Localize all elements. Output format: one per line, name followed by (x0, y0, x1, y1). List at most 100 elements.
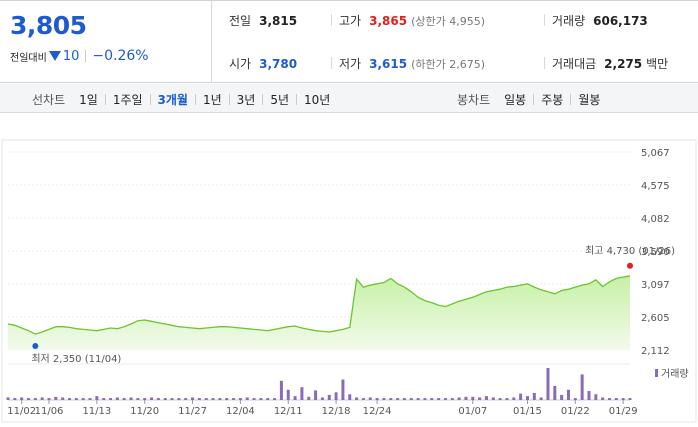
chart-frame (1, 139, 697, 423)
volume-bar (300, 387, 304, 400)
tab-daily[interactable]: 일봉 (504, 93, 527, 107)
tab-5y[interactable]: 5년 (270, 93, 290, 107)
volume-bar (122, 398, 126, 400)
volume-bar (389, 398, 393, 400)
divider (331, 14, 332, 26)
stat-open: 시가 3,780 (229, 55, 297, 72)
volume-bar (225, 398, 229, 400)
volume-bar (491, 397, 495, 400)
volume-bar (320, 397, 324, 400)
volume-bar (150, 397, 154, 400)
volume-bar (68, 398, 72, 400)
x-tick-label: 11/13 (82, 406, 111, 417)
y-tick-label: 2,605 (641, 313, 670, 324)
divider (262, 94, 264, 105)
volume-bar (601, 397, 605, 400)
volume-bar (211, 398, 215, 400)
volume-bar (519, 393, 523, 400)
price-panel: 3,805 전일대비 10 −0.26% (0, 1, 212, 83)
volume-bar (539, 397, 543, 400)
tab-monthly[interactable]: 월봉 (578, 93, 601, 107)
volume-bar (197, 398, 201, 400)
stat-value: 3,615 (369, 57, 408, 71)
stat-label: 거래량 (552, 14, 586, 28)
tab-3y[interactable]: 3년 (236, 93, 256, 107)
volume-bar (314, 390, 318, 400)
volume-bar (204, 398, 208, 400)
tab-1d[interactable]: 1일 (79, 93, 98, 107)
volume-bar (81, 398, 85, 400)
volume-bar (33, 398, 37, 400)
volume-bar (566, 389, 570, 400)
tab-weekly[interactable]: 주봉 (541, 93, 564, 107)
divider (149, 94, 151, 105)
divider (296, 94, 298, 105)
volume-bar (136, 398, 140, 400)
tab-3m[interactable]: 3개월 (157, 93, 188, 107)
volume-bar (450, 398, 454, 400)
volume-bar (416, 398, 420, 400)
volume-bar (505, 398, 509, 400)
stat-high: 고가 3,865 (상한가 4,955) (339, 12, 485, 29)
volume-bar (115, 397, 119, 400)
volume-bar (478, 397, 482, 400)
divider (544, 57, 545, 69)
stat-sub: (하한가 2,675) (411, 58, 485, 71)
volume-bar (498, 398, 502, 400)
stat-value: 3,865 (369, 14, 408, 28)
x-tick-label: 01/07 (458, 406, 487, 417)
min-label: 최저 2,350 (11/04) (31, 353, 121, 365)
volume-bar (88, 398, 92, 400)
volume-bar (286, 389, 290, 400)
x-tick-label: 12/18 (322, 406, 351, 417)
min-marker (32, 343, 39, 350)
volume-bar (580, 374, 584, 400)
tab-1w[interactable]: 1주일 (112, 93, 143, 107)
candle-chart-label: 봉차트 (457, 93, 491, 107)
volume-bar (382, 398, 386, 400)
volume-bar (396, 398, 400, 400)
line-chart-tabs: 선차트 1일 1주일 3개월 1년 3년 5년 10년 (32, 91, 330, 108)
volume-bar (464, 396, 468, 400)
volume-bar (484, 396, 488, 400)
tab-1y[interactable]: 1년 (202, 93, 222, 107)
volume-bar (27, 398, 31, 400)
volume-bar (471, 396, 475, 400)
quote-header: 3,805 전일대비 10 −0.26% 전일 3,815 고가 3,865 (… (0, 0, 698, 83)
stat-label: 전일 (229, 14, 252, 28)
volume-bar (252, 398, 256, 400)
volume-bar (102, 398, 106, 400)
volume-bar (279, 380, 283, 400)
volume-bar (95, 396, 99, 400)
max-label: 최고 4,730 (01/26) (585, 245, 675, 257)
volume-bar (368, 397, 372, 400)
price-line (7, 275, 631, 335)
stat-label: 시가 (229, 57, 252, 71)
volume-bar (430, 398, 434, 400)
current-price: 3,805 (10, 11, 87, 40)
volume-bar (40, 397, 44, 400)
volume-bar (245, 397, 249, 400)
volume-bar (109, 398, 113, 400)
volume-bar (525, 396, 529, 400)
max-marker (627, 262, 633, 269)
volume-bar (375, 398, 379, 400)
volume-bar (402, 398, 406, 400)
stat-low: 저가 3,615 (하한가 2,675) (339, 55, 485, 72)
y-tick-label: 4,082 (641, 214, 670, 225)
volume-bar (457, 397, 461, 400)
x-tick-label: 11/20 (130, 406, 159, 417)
change-row: 전일대비 10 −0.26% (10, 48, 149, 64)
volume-legend-swatch (655, 369, 658, 377)
volume-bar (355, 397, 359, 400)
x-tick-label: 01/15 (513, 406, 542, 417)
change-value: 10 (62, 48, 80, 64)
volume-bar (143, 398, 147, 400)
tab-10y[interactable]: 10년 (304, 93, 331, 107)
volume-bar (546, 368, 550, 400)
volume-bar (54, 396, 58, 400)
stat-value: 606,173 (593, 14, 648, 28)
volume-bar (348, 394, 352, 400)
divider (331, 57, 332, 69)
y-tick-label: 3,097 (641, 280, 670, 291)
